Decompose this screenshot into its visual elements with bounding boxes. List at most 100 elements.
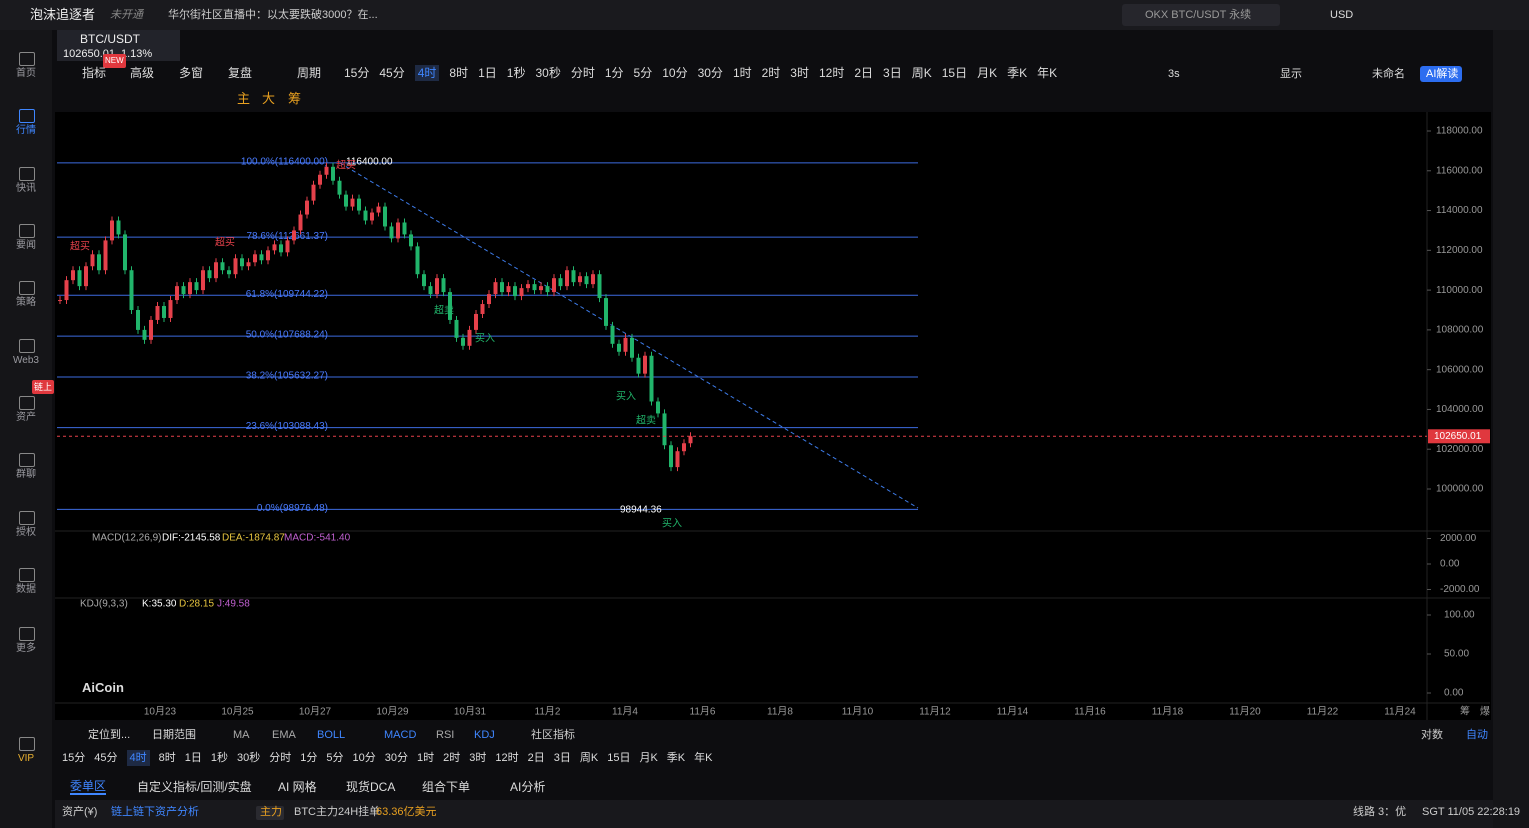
- period-button[interactable]: 30秒: [535, 66, 561, 80]
- toolbar-item[interactable]: 多窗: [179, 66, 204, 80]
- period-button[interactable]: 1分: [300, 752, 318, 764]
- period-button[interactable]: 5分: [633, 66, 653, 80]
- panel-tab[interactable]: 组合下单: [422, 780, 471, 794]
- period-button[interactable]: 2时: [443, 752, 461, 764]
- toolbar-item[interactable]: 高级: [130, 66, 155, 80]
- period-button[interactable]: 12时: [495, 752, 519, 764]
- period-button[interactable]: 1日: [478, 66, 497, 80]
- panel-tab[interactable]: AI分析: [510, 780, 546, 794]
- panel-tab[interactable]: AI 网格: [278, 780, 317, 794]
- period-button[interactable]: 8时: [158, 752, 176, 764]
- search-box[interactable]: [1122, 4, 1280, 26]
- drawing-tool[interactable]: 主: [237, 91, 251, 106]
- sidebar-item[interactable]: 群聊: [16, 469, 36, 480]
- period-button[interactable]: 年K: [1037, 66, 1058, 80]
- sidebar-item[interactable]: 数据: [16, 584, 36, 595]
- sidebar-icon[interactable]: [19, 396, 35, 410]
- indicator-button[interactable]: MA: [233, 729, 250, 741]
- sidebar-icon[interactable]: [19, 453, 35, 467]
- sidebar-icon[interactable]: [19, 167, 35, 181]
- currency-select[interactable]: USD: [1330, 9, 1354, 21]
- sidebar-item[interactable]: 行情: [16, 125, 36, 136]
- community-indicators[interactable]: 社区指标: [531, 729, 575, 741]
- period-button[interactable]: 15分: [62, 752, 86, 764]
- period-button[interactable]: 周K: [579, 752, 599, 764]
- period-button[interactable]: 季K: [666, 752, 686, 764]
- toolbar-item[interactable]: 复盘: [228, 66, 253, 80]
- period-button[interactable]: 3日: [883, 66, 902, 80]
- period-button[interactable]: 周K: [911, 66, 932, 80]
- indicator-button[interactable]: BOLL: [317, 729, 346, 741]
- indicator-button[interactable]: EMA: [272, 729, 296, 741]
- period-button[interactable]: 3时: [469, 752, 487, 764]
- indicator-button[interactable]: RSI: [436, 729, 455, 741]
- period-button[interactable]: 15日: [941, 66, 968, 80]
- drawing-tool[interactable]: 筹: [288, 91, 302, 106]
- period-button[interactable]: 季K: [1007, 66, 1028, 80]
- sidebar-item[interactable]: 快讯: [16, 183, 36, 194]
- period-button[interactable]: 45分: [379, 66, 405, 80]
- sidebar-item[interactable]: 资产: [16, 412, 36, 423]
- period-button[interactable]: 3日: [553, 752, 571, 764]
- period-button[interactable]: 1分: [604, 66, 624, 80]
- sidebar-icon[interactable]: [19, 737, 35, 751]
- toolbar-item[interactable]: 指标: [82, 66, 107, 80]
- ai-button[interactable]: [1420, 66, 1462, 82]
- sidebar-item[interactable]: Web3: [13, 355, 39, 366]
- panel-tab[interactable]: 自定义指标/回测/实盘: [137, 780, 252, 794]
- search-text[interactable]: OKX BTC/USDT 永续: [1145, 9, 1252, 21]
- period-button[interactable]: 分时: [570, 66, 595, 80]
- news-ticker[interactable]: 华尔街社区直播中：以太要跌破3000？在...: [168, 9, 378, 21]
- period-button[interactable]: 1时: [417, 752, 435, 764]
- period-button[interactable]: 30秒: [237, 752, 261, 764]
- sidebar-icon[interactable]: [19, 627, 35, 641]
- date-range[interactable]: 日期范围: [152, 729, 196, 741]
- toolbar-item[interactable]: 周期: [297, 66, 322, 80]
- period-button[interactable]: 10分: [662, 66, 688, 80]
- sidebar-item[interactable]: 要闻: [16, 240, 36, 251]
- period-button[interactable]: 30分: [384, 752, 408, 764]
- status-onchain[interactable]: 链上链下资产分析: [111, 806, 199, 818]
- toolbar-right[interactable]: 未命名: [1372, 68, 1405, 80]
- period-button[interactable]: 45分: [94, 752, 118, 764]
- period-button[interactable]: 1时: [732, 66, 752, 80]
- period-button[interactable]: 3时: [790, 66, 809, 80]
- period-button[interactable]: 2时: [761, 66, 781, 80]
- period-button[interactable]: 15分: [344, 66, 370, 80]
- sidebar-icon[interactable]: [19, 568, 35, 582]
- period-button[interactable]: 2日: [527, 752, 545, 764]
- period-button[interactable]: 1秒: [506, 66, 526, 80]
- axis-mode[interactable]: 对数: [1421, 729, 1443, 741]
- period-button[interactable]: 2日: [854, 66, 874, 80]
- sidebar-item[interactable]: 授权: [16, 527, 36, 538]
- sidebar-icon[interactable]: [19, 52, 35, 66]
- period-button[interactable]: 1秒: [210, 752, 228, 764]
- period-button[interactable]: 12时: [819, 66, 845, 80]
- period-button[interactable]: 月K: [639, 752, 658, 764]
- sidebar-item[interactable]: 首页: [16, 68, 36, 79]
- indicator-button[interactable]: MACD: [384, 729, 417, 741]
- toolbar-right[interactable]: 3s: [1168, 68, 1180, 80]
- toolbar-right[interactable]: 显示: [1280, 68, 1302, 80]
- panel-tab[interactable]: 委单区: [70, 779, 107, 795]
- period-button[interactable]: 15日: [607, 752, 631, 764]
- period-button[interactable]: 10分: [352, 752, 376, 764]
- period-button[interactable]: 5分: [326, 752, 344, 764]
- indicator-button[interactable]: KDJ: [474, 729, 495, 741]
- period-button[interactable]: 分时: [269, 752, 292, 764]
- sidebar-item[interactable]: 策略: [16, 297, 36, 308]
- period-button[interactable]: 年K: [694, 752, 713, 764]
- period-button[interactable]: 4时: [414, 65, 440, 81]
- sidebar-item[interactable]: VIP: [17, 753, 35, 764]
- locate-button[interactable]: 定位到...: [88, 729, 131, 741]
- sidebar-icon[interactable]: [19, 339, 35, 353]
- sidebar-icon[interactable]: [19, 511, 35, 525]
- period-button[interactable]: 8时: [449, 66, 469, 80]
- sidebar-icon[interactable]: [19, 281, 35, 295]
- period-button[interactable]: 1日: [184, 752, 202, 764]
- sidebar-item[interactable]: 更多: [16, 643, 36, 654]
- panel-tab[interactable]: 现货DCA: [346, 780, 396, 794]
- sidebar-icon[interactable]: [19, 109, 35, 123]
- sidebar-icon[interactable]: [19, 224, 35, 238]
- period-button[interactable]: 30分: [697, 66, 723, 80]
